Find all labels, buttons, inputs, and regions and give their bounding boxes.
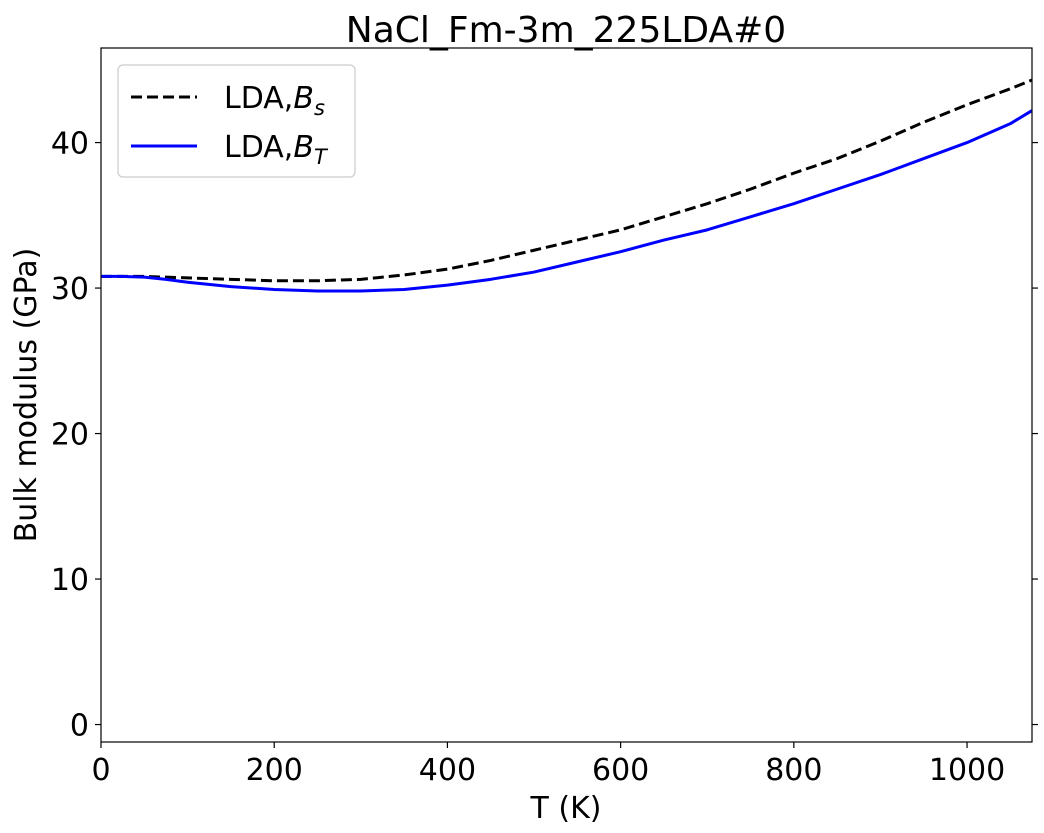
y-axis-label: Bulk modulus (GPa) bbox=[9, 248, 44, 543]
y-tick-label: 40 bbox=[51, 127, 89, 162]
series-layer bbox=[101, 78, 1032, 293]
x-tick-label: 0 bbox=[91, 753, 110, 788]
legend-label-bt-main: LDA, bbox=[224, 130, 293, 165]
legend-label-bs-symbol: B bbox=[293, 81, 314, 116]
legend-label-bt: LDA,BT bbox=[224, 130, 329, 169]
x-tick-label: 800 bbox=[765, 753, 822, 788]
legend-box bbox=[117, 64, 356, 178]
x-axis-label: T (K) bbox=[530, 791, 602, 826]
series-line-bs bbox=[101, 78, 1032, 283]
ticks-layer: 0 200 400 600 800 1000 0 10 20 30 40 bbox=[51, 127, 1038, 788]
legend-label-bs-main: LDA, bbox=[224, 81, 293, 116]
y-tick-label: 30 bbox=[51, 272, 89, 307]
legend: LDA,Bs LDA,BT bbox=[117, 64, 356, 178]
x-tick-label: 400 bbox=[419, 753, 476, 788]
legend-label-bs-subscript: s bbox=[314, 96, 325, 120]
x-tick-label: 600 bbox=[592, 753, 649, 788]
legend-label-bt-subscript: T bbox=[314, 145, 329, 169]
y-tick-label: 10 bbox=[51, 563, 89, 598]
y-tick-label: 20 bbox=[51, 418, 89, 453]
legend-label-bs: LDA,Bs bbox=[224, 81, 325, 120]
x-tick-label: 200 bbox=[246, 753, 303, 788]
series-line-bt bbox=[101, 109, 1032, 293]
plot-frame bbox=[100, 47, 1033, 743]
y-tick-label: 0 bbox=[70, 709, 89, 744]
chart-title: NaCl_Fm-3m_225LDA#0 bbox=[346, 10, 786, 51]
x-tick-label: 1000 bbox=[929, 753, 1005, 788]
legend-label-bt-symbol: B bbox=[293, 130, 314, 165]
